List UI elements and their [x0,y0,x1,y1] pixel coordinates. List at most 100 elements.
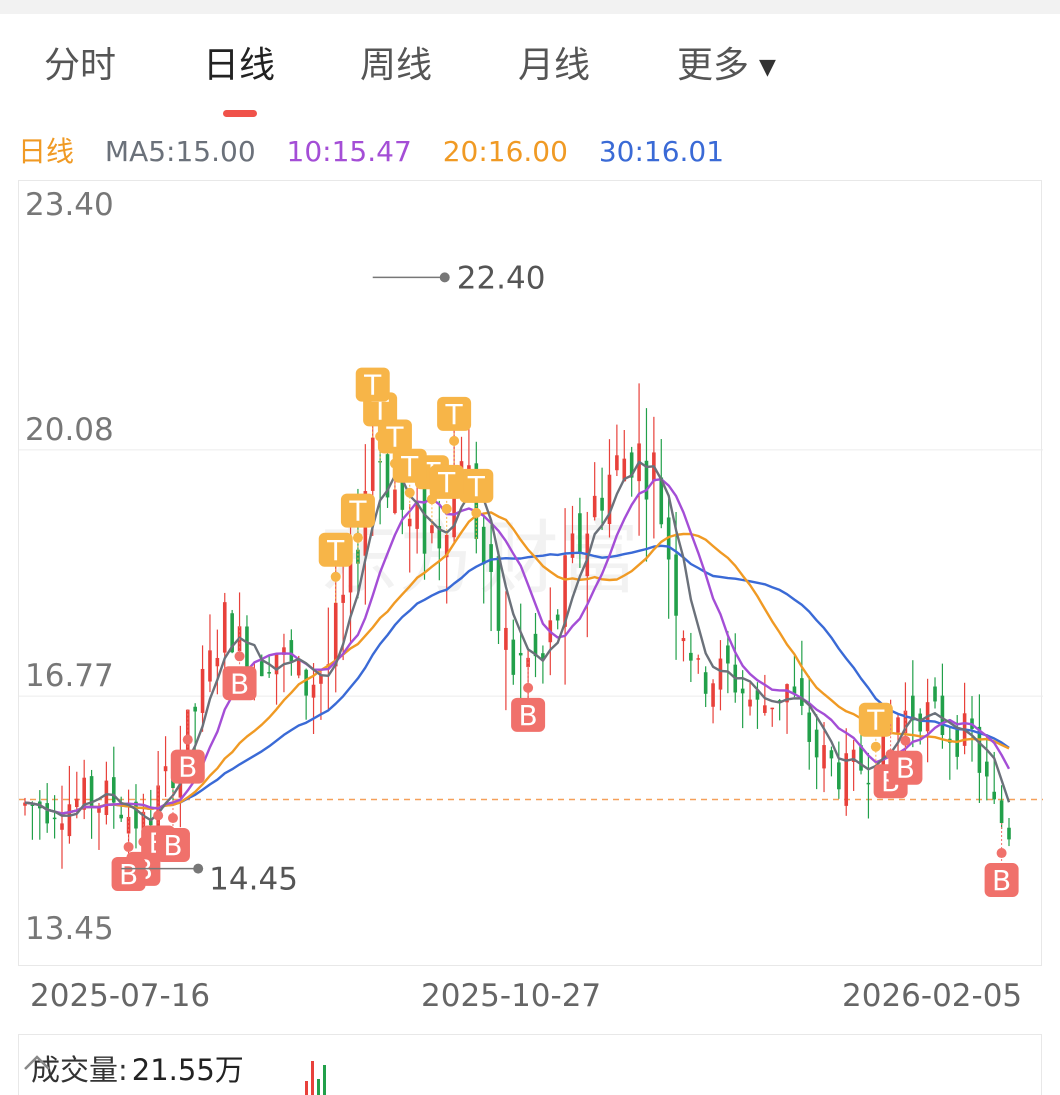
candle-body [896,717,900,733]
candle-body [881,715,886,780]
candle-body [452,466,456,538]
candle-body [622,458,627,482]
candle-body [82,777,86,810]
candle-body [148,819,153,826]
marker-badge [984,863,1019,898]
tab-intraday[interactable]: 分时 [44,45,117,86]
candle-body [578,513,582,553]
candle-body [615,455,619,471]
candle-body [911,695,915,721]
marker-letter: T [348,495,367,528]
tab-daily[interactable]: 日线 [203,45,276,86]
y-tick-label: 23.40 [25,187,114,223]
tab-more[interactable]: 更多 ▼ [677,45,776,86]
marker-badge [170,749,205,784]
candle-body [370,437,375,491]
active-tab-indicator [223,110,257,117]
marker-badge [155,828,190,863]
candle-body [422,483,427,554]
candle-body [985,761,989,777]
y-tick-label: 20.08 [25,412,114,448]
candle-body [259,661,264,677]
candle-body [659,477,664,525]
marker-t: T [340,493,375,564]
candle-body [30,804,35,806]
candle-body [770,707,775,710]
candle-body [163,766,168,772]
candle-body [607,474,612,525]
tab-weekly[interactable]: 周线 [360,45,433,86]
candle-body [703,672,708,694]
candle-body [807,712,812,742]
candle-body [629,452,634,478]
marker-dot [449,435,460,446]
marker-b: B [111,816,146,891]
candle-body [903,710,908,734]
candle-body [844,753,849,806]
ma-legend: 日线 MA5:15.00 10:15.47 20:16.00 30:16.01 [18,130,746,170]
marker-letter: T [400,450,419,483]
candle-body [67,804,72,837]
marker-t: T [355,367,390,438]
candle-body [511,639,516,675]
candle-body [814,729,819,758]
marker-t: T [437,396,472,467]
legend-ma30: 30:16.01 [598,135,725,168]
candle-body [245,626,249,674]
marker-dot [153,810,164,821]
marker-badge [459,468,494,503]
candle-body [933,686,937,702]
marker-letter: B [896,752,915,785]
candle-body [311,684,316,698]
marker-letter: B [178,751,197,784]
y-tick-label: 13.45 [25,911,114,947]
tab-monthly[interactable]: 月线 [518,45,591,86]
marker-badge [377,419,412,454]
candle-body [533,633,538,657]
candle-body [200,668,205,713]
period-tabs: 分时 日线 周线 月线 更多 ▼ [0,14,1060,117]
candle-body [267,672,271,674]
candle-body [822,745,826,769]
marker-badge [318,532,353,567]
candle-body [726,645,730,664]
marker-dot [167,813,178,824]
marker-badge [511,697,546,732]
marker-letter: T [445,398,464,431]
marker-dot [441,503,452,514]
candle-body [437,526,442,549]
max-dot [439,272,450,283]
marker-dot [352,532,363,543]
candle-body [940,695,945,736]
candle-body [319,675,323,684]
x-axis-labels: 2025-07-16 2025-10-27 2026-02-05 [0,972,1060,1022]
marker-b: B [222,626,257,701]
candle-body [97,806,101,813]
candle-body [348,546,353,593]
candle-body [600,497,604,511]
candle-body [296,659,301,676]
marker-dot [996,848,1007,859]
candle-body [563,555,567,627]
candle-body [45,803,49,824]
marker-letter: T [363,369,382,402]
candle-body [570,533,575,558]
candle-body [23,802,27,806]
candle-body [800,678,804,706]
marker-dot [471,507,482,518]
min-dot [193,863,204,874]
marker-b: B [155,788,190,863]
x-label: 2026-02-05 [842,978,1023,1014]
marker-dot [234,651,245,662]
candle-body [1007,827,1011,840]
marker-letter: T [385,421,404,454]
marker-letter: B [163,829,182,862]
candle-body [496,556,501,631]
candle-body [230,613,234,653]
candle-body [740,688,745,694]
chevron-up-icon[interactable] [19,1045,55,1081]
marker-dot [123,841,134,852]
candle-body [777,700,782,702]
